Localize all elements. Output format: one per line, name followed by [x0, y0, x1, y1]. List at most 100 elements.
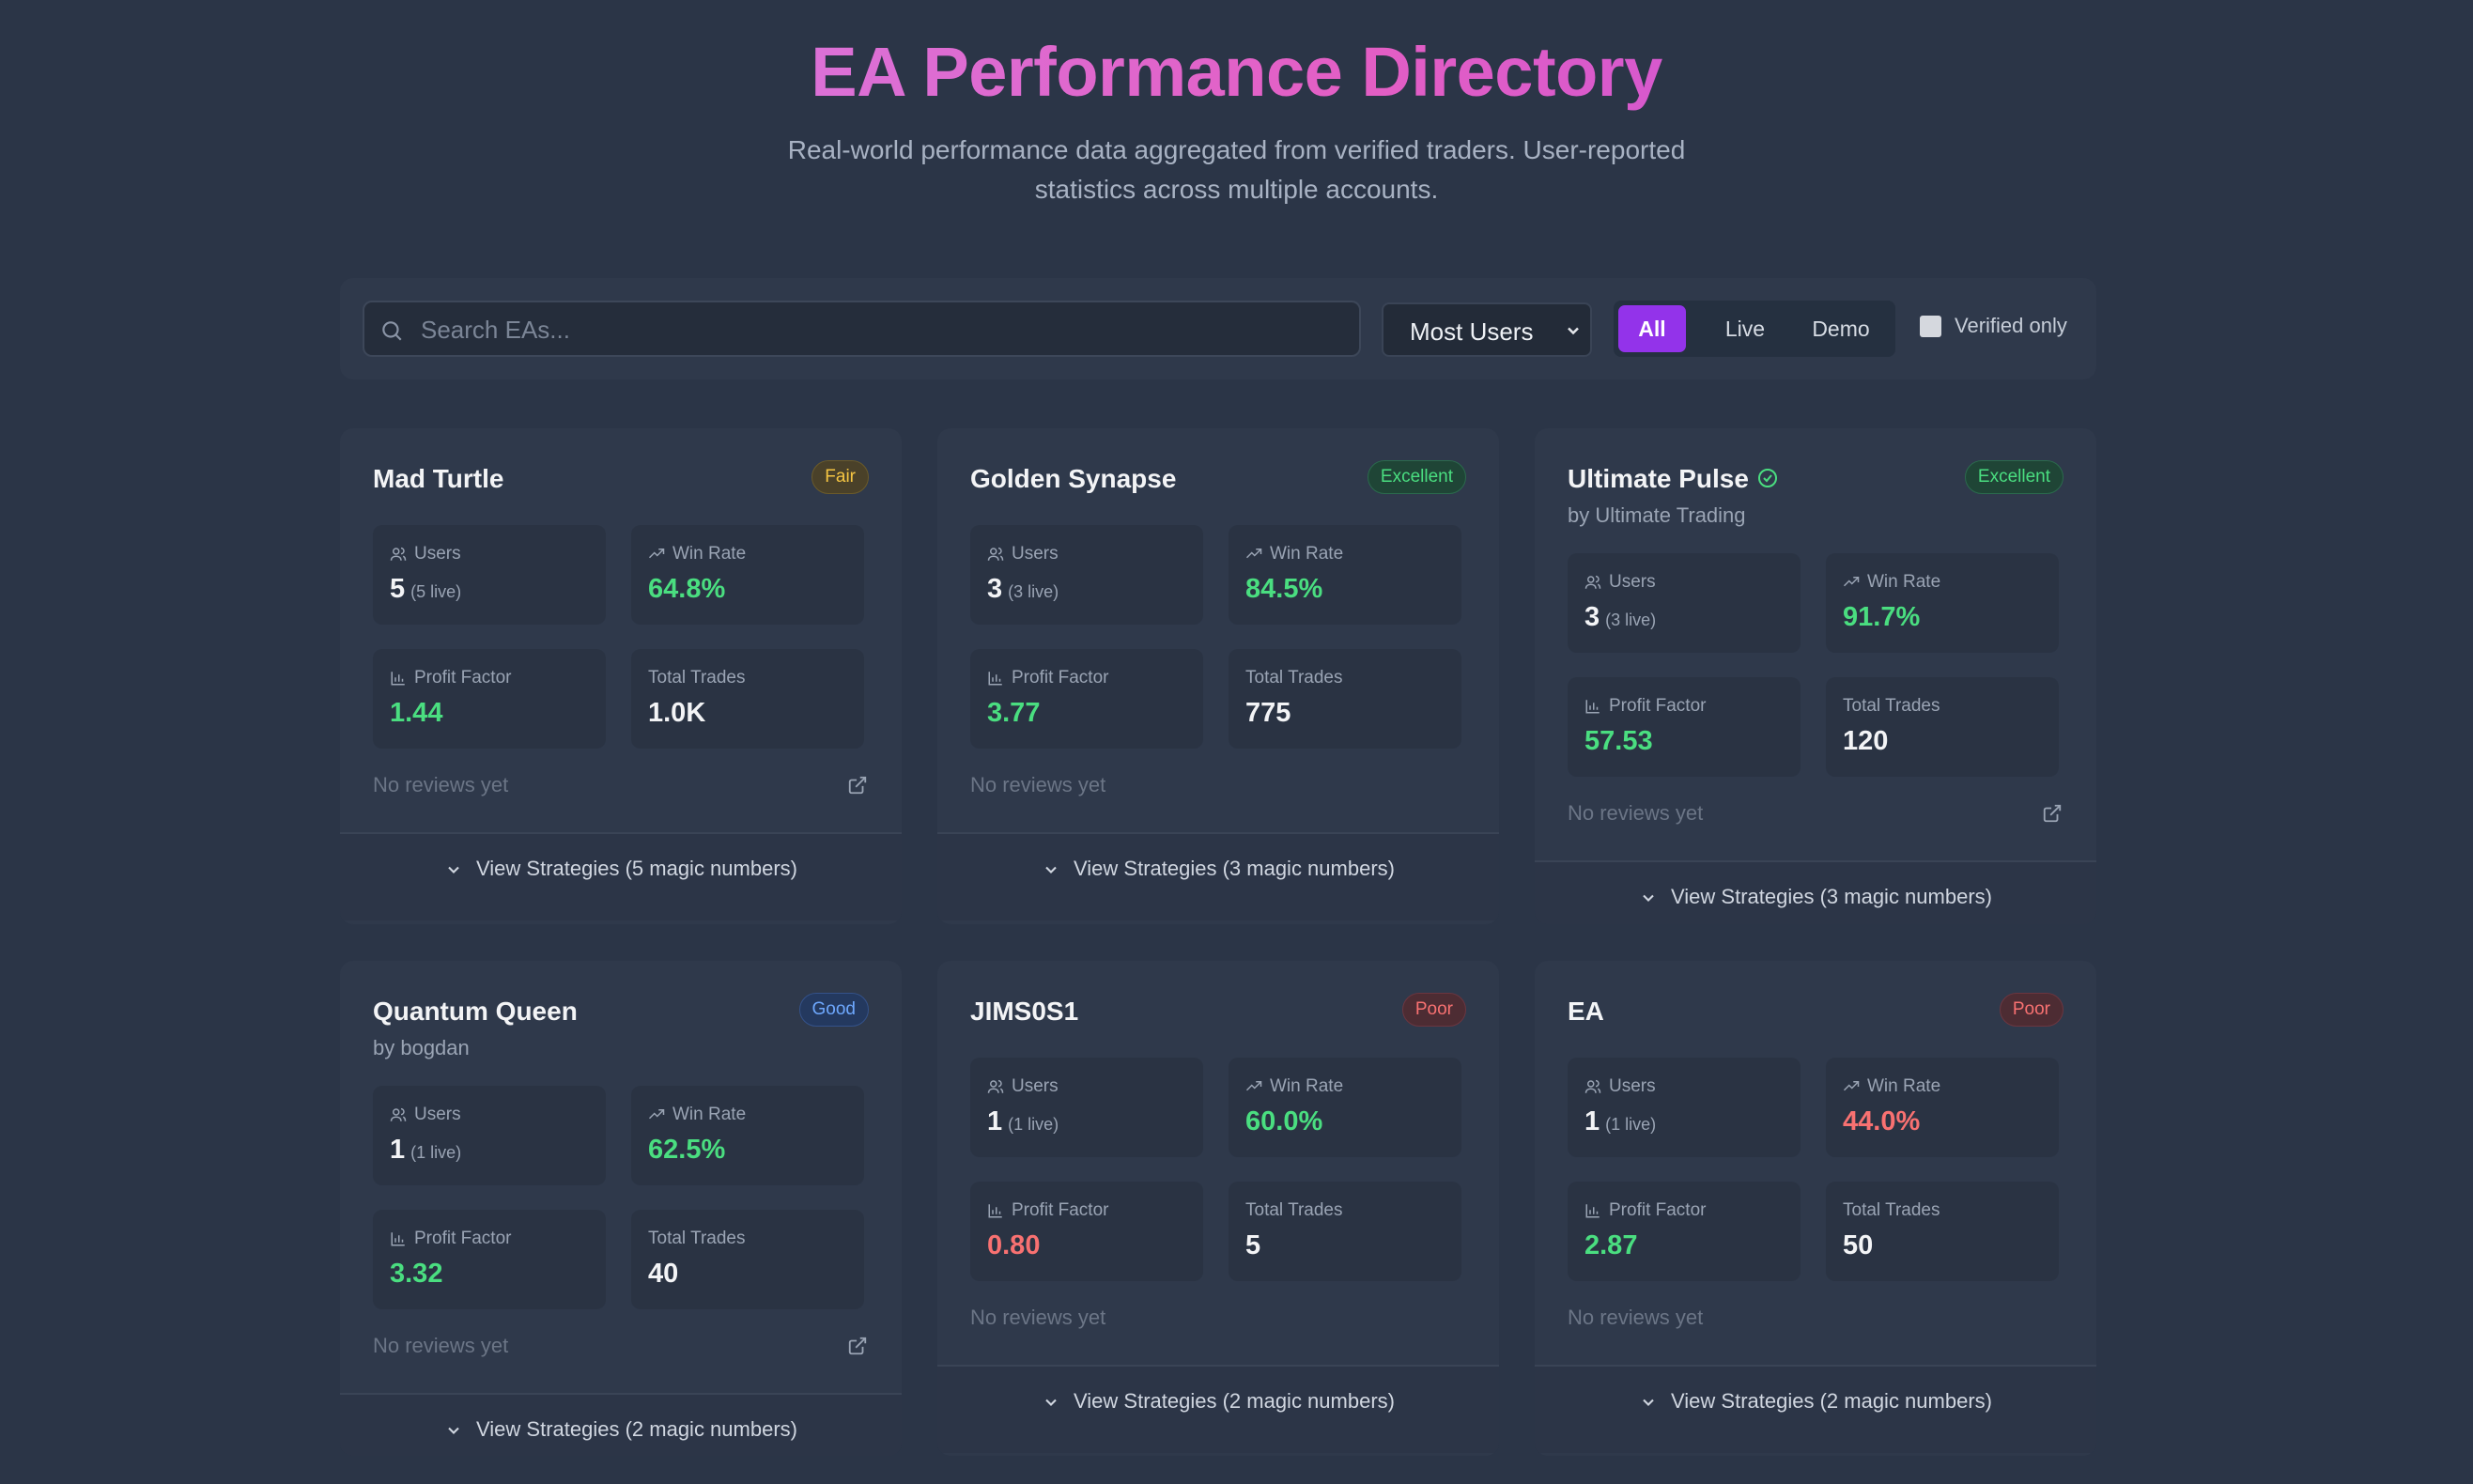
stat-label-text: Total Trades	[1843, 696, 1940, 716]
profit-factor-value: 1.44	[390, 698, 443, 728]
users-icon	[987, 1079, 1004, 1093]
stat-label: Win Rate	[1843, 1076, 1940, 1097]
verified-only-checkbox[interactable]	[1920, 316, 1941, 337]
users-icon	[1584, 575, 1601, 589]
win-rate-value: 60.0%	[1245, 1106, 1323, 1136]
stat-label-text: Users	[1609, 1076, 1656, 1096]
subtitle-line: statistics across multiple accounts.	[1034, 175, 1439, 204]
users-icon	[390, 1107, 407, 1121]
chevron-down-icon	[1045, 866, 1057, 874]
stat-value: 1 (1 live)	[1584, 1106, 1656, 1137]
stat-label-text: Users	[1012, 1076, 1059, 1096]
live-count: (1 live)	[1605, 1115, 1657, 1134]
segment-live[interactable]: Live	[1724, 317, 1766, 341]
total-trades-value: 120	[1843, 726, 1889, 756]
live-count: (3 live)	[1008, 582, 1059, 601]
stat-label-text: Profit Factor	[414, 668, 512, 688]
ea-card[interactable]: Ultimate Pulse by Ultimate Trading Excel…	[1535, 428, 2096, 924]
ea-card[interactable]: JIMS0S1 Poor Users 1 (1 live) Win Rate 60…	[937, 961, 1499, 1456]
external-link-icon[interactable]	[2042, 803, 2063, 824]
stat-label: Users	[390, 1105, 461, 1125]
profit-factor-value: 2.87	[1584, 1230, 1638, 1260]
reviews-status: No reviews yet	[1568, 801, 1704, 825]
search-input[interactable]: Search EAs...	[363, 301, 1361, 357]
stat-value: 3 (3 live)	[1584, 602, 1656, 633]
stat-label-text: Total Trades	[1843, 1200, 1940, 1220]
live-count: (5 live)	[410, 582, 462, 601]
segment-demo[interactable]: Demo	[1812, 317, 1870, 341]
stat-label: Total Trades	[1843, 1200, 1940, 1221]
bar-chart-icon	[391, 672, 405, 686]
win-rate-value: 64.8%	[648, 574, 726, 604]
verified-check-icon	[1757, 468, 1777, 487]
ea-name-text: JIMS0S1	[970, 997, 1079, 1026]
stat-label: Users	[1584, 1076, 1656, 1097]
users-icon	[390, 547, 407, 561]
stat-label: Profit Factor	[1584, 1200, 1706, 1221]
stat-label-text: Win Rate	[672, 1105, 747, 1124]
total-trades-value: 1.0K	[648, 698, 706, 728]
stat-label: Win Rate	[1245, 1076, 1343, 1097]
view-strategies-button[interactable]: View Strategies (3 magic numbers)	[937, 832, 1499, 920]
stat-users: Users 1 (1 live)	[373, 1086, 606, 1185]
view-strategies-button[interactable]: View Strategies (2 magic numbers)	[1535, 1365, 2096, 1453]
stat-label-text: Win Rate	[1867, 1076, 1941, 1096]
sort-select[interactable]: Most Users	[1382, 302, 1592, 357]
ea-card[interactable]: Quantum Queen by bogdan Good Users 1 (1 l…	[340, 961, 902, 1456]
reviews-status: No reviews yet	[970, 1306, 1106, 1329]
ea-name[interactable]: Ultimate Pulse	[1568, 464, 1779, 494]
stat-label: Profit Factor	[390, 668, 511, 688]
trending-up-icon	[648, 548, 665, 559]
view-strategies-button[interactable]: View Strategies (2 magic numbers)	[340, 1393, 902, 1456]
users-count: 1	[1584, 1106, 1600, 1136]
segment-all[interactable]: All	[1618, 305, 1686, 352]
ea-name[interactable]: EA	[1568, 997, 1604, 1027]
stat-profit-factor: Profit Factor 3.77	[970, 649, 1203, 749]
win-rate-value: 44.0%	[1843, 1106, 1921, 1136]
rating-badge: Poor	[1401, 993, 1466, 1027]
stat-users: Users 3 (3 live)	[970, 525, 1203, 625]
stat-label-text: Win Rate	[1270, 544, 1344, 564]
ea-card[interactable]: EA Poor Users 1 (1 live) Win Rate 44.0% P…	[1535, 961, 2096, 1456]
ea-name[interactable]: Mad Turtle	[373, 464, 503, 494]
bar-chart-icon	[391, 1232, 405, 1246]
external-link-icon[interactable]	[847, 1336, 868, 1356]
stat-users: Users 5 (5 live)	[373, 525, 606, 625]
stat-total-trades: Total Trades 1.0K	[631, 649, 864, 749]
stat-win-rate: Win Rate 84.5%	[1229, 525, 1461, 625]
stat-label-text: Total Trades	[648, 1229, 746, 1248]
trending-up-icon	[1245, 548, 1262, 559]
ea-author: by bogdan	[373, 1036, 470, 1059]
view-strategies-button[interactable]: View Strategies (3 magic numbers)	[1535, 860, 2096, 924]
stat-total-trades: Total Trades 120	[1826, 677, 2059, 777]
total-trades-value: 5	[1245, 1230, 1261, 1260]
view-strategies-label: View Strategies (3 magic numbers)	[937, 857, 1499, 881]
ea-card[interactable]: Mad Turtle Fair Users 5 (5 live) Win Rate…	[340, 428, 902, 924]
stat-total-trades: Total Trades 775	[1229, 649, 1461, 749]
ea-card[interactable]: Golden Synapse Excellent Users 3 (3 live)…	[937, 428, 1499, 924]
stat-label-text: Users	[414, 1105, 461, 1124]
view-strategies-text: View Strategies (3 magic numbers)	[1074, 857, 1395, 880]
profit-factor-value: 3.77	[987, 698, 1041, 728]
stat-value: 1 (1 live)	[390, 1135, 461, 1166]
stat-value: 5 (5 live)	[390, 574, 461, 605]
external-link-icon[interactable]	[847, 775, 868, 796]
ea-name[interactable]: JIMS0S1	[970, 997, 1078, 1027]
stat-win-rate: Win Rate 62.5%	[631, 1086, 864, 1185]
stat-profit-factor: Profit Factor 57.53	[1568, 677, 1801, 777]
view-strategies-button[interactable]: View Strategies (5 magic numbers)	[340, 832, 902, 920]
stat-label: Profit Factor	[1584, 696, 1706, 717]
ea-name[interactable]: Golden Synapse	[970, 464, 1176, 494]
ea-author: by Ultimate Trading	[1568, 503, 1746, 527]
stat-label: Users	[987, 1076, 1059, 1097]
stat-profit-factor: Profit Factor 0.80	[970, 1182, 1203, 1281]
view-strategies-button[interactable]: View Strategies (2 magic numbers)	[937, 1365, 1499, 1453]
stat-label: Profit Factor	[987, 1200, 1108, 1221]
trending-up-icon	[648, 1108, 665, 1120]
users-count: 1	[987, 1106, 1003, 1136]
stat-label-text: Profit Factor	[1609, 696, 1707, 716]
stat-label-text: Profit Factor	[1012, 1200, 1109, 1220]
verified-only-label: Verified only	[1955, 314, 2067, 337]
stat-win-rate: Win Rate 44.0%	[1826, 1058, 2059, 1157]
ea-name[interactable]: Quantum Queen	[373, 997, 578, 1027]
